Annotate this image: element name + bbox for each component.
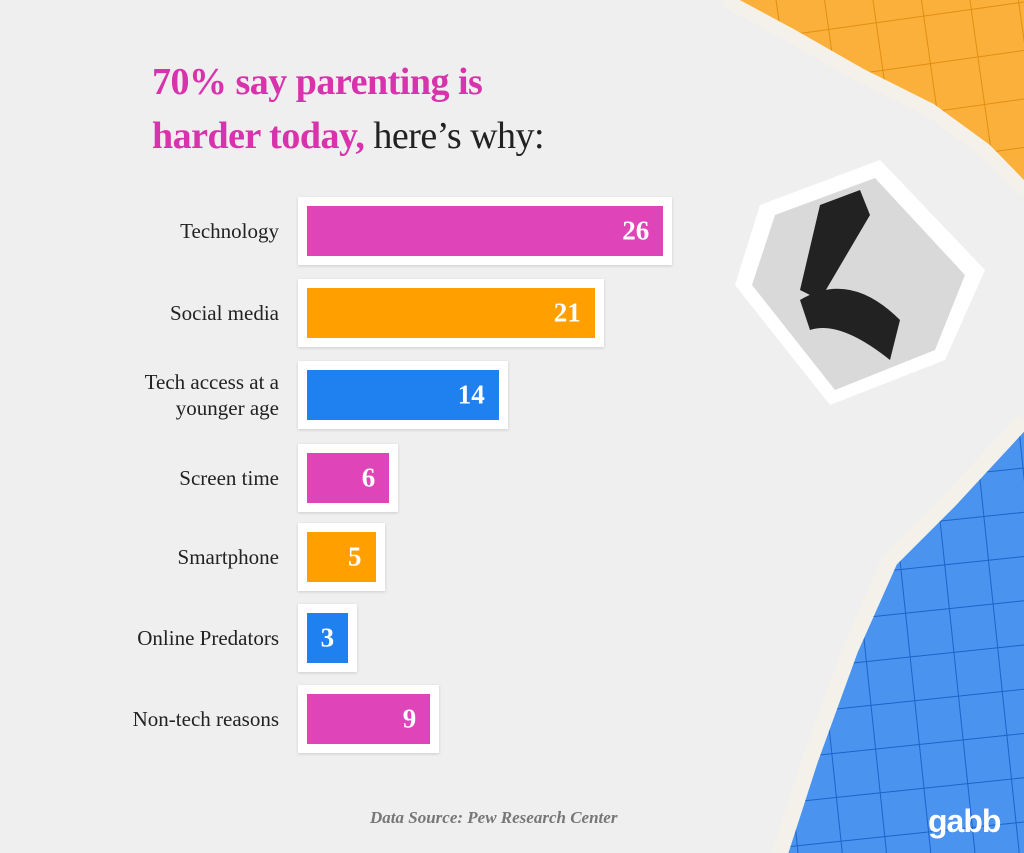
- category-label: Tech access at a younger age: [144, 370, 279, 420]
- value-label: 26: [622, 215, 650, 246]
- source: Data Source: Pew Research Center: [370, 808, 618, 827]
- value-label: 5: [348, 541, 362, 572]
- bar: [307, 532, 376, 582]
- logo: gabb: [928, 803, 1001, 839]
- value-label: 21: [553, 297, 581, 328]
- bar: [307, 370, 499, 420]
- value-label: 14: [457, 379, 485, 410]
- category-label: Screen time: [179, 466, 279, 490]
- bar: [307, 613, 349, 663]
- bar: [307, 288, 595, 338]
- title-line: 70% say parenting is: [152, 61, 483, 103]
- bar: [307, 694, 431, 744]
- bar: [307, 206, 664, 256]
- category-label: Social media: [169, 301, 279, 325]
- title-rest: here’s why:: [373, 115, 545, 157]
- category-label: Online Predators: [137, 626, 279, 650]
- title-highlight: harder today,: [152, 115, 365, 157]
- category-label: Smartphone: [177, 545, 279, 569]
- value-label: 3: [320, 622, 335, 653]
- category-label: Non-tech reasons: [132, 707, 279, 731]
- category-label: Technology: [180, 219, 279, 243]
- value-label: 9: [402, 703, 417, 734]
- bar: [307, 453, 390, 503]
- value-label: 6: [361, 462, 376, 493]
- title-line: harder today, here’s why:: [152, 110, 545, 162]
